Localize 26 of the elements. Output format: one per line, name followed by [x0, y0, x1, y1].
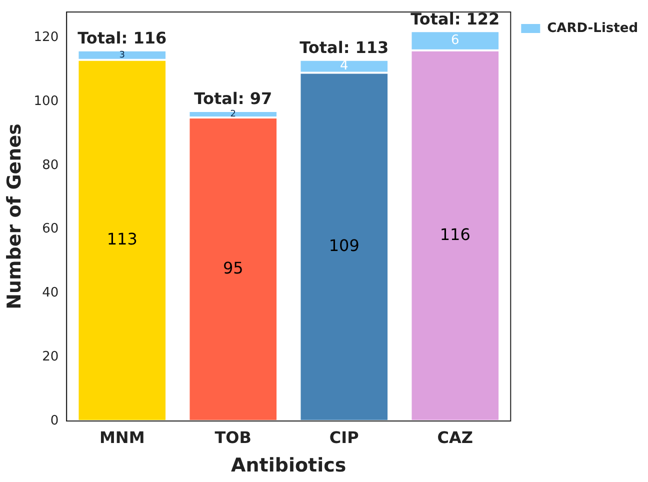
- data-label: 6: [451, 33, 460, 48]
- y-tick-label: 120: [34, 30, 59, 45]
- y-tick-label: 100: [34, 94, 59, 109]
- x-tick-label: TOB: [214, 428, 252, 447]
- y-axis-title: Number of Genes: [3, 124, 26, 310]
- y-tick-label: 0: [50, 413, 59, 428]
- data-label: 116: [440, 224, 470, 244]
- legend-label: CARD-Listed: [547, 20, 638, 36]
- total-label: Total: 116: [78, 28, 167, 48]
- data-label: 3: [119, 50, 125, 60]
- data-label: 113: [106, 230, 138, 249]
- y-tick-label: 80: [42, 158, 59, 173]
- x-tick-label: CIP: [329, 428, 360, 447]
- data-label: 4: [340, 58, 348, 74]
- data-label: 109: [328, 236, 360, 256]
- data-label: 2: [230, 110, 236, 120]
- total-label: Total: 113: [300, 38, 389, 58]
- y-tick-label: 40: [42, 286, 59, 301]
- data-label: 95: [222, 258, 244, 278]
- total-label: Total: 97: [194, 89, 272, 108]
- x-axis-title: Antibiotics: [231, 454, 346, 477]
- y-tick-label: 20: [42, 349, 59, 364]
- y-tick-label: 60: [42, 222, 59, 237]
- x-tick-label: MNM: [100, 428, 145, 447]
- total-label: Total: 122: [410, 9, 500, 28]
- x-tick-label: CAZ: [437, 428, 474, 447]
